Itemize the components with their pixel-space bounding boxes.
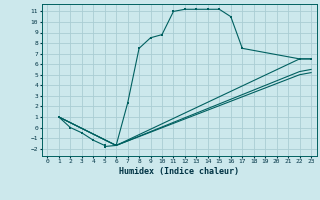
X-axis label: Humidex (Indice chaleur): Humidex (Indice chaleur) bbox=[119, 167, 239, 176]
